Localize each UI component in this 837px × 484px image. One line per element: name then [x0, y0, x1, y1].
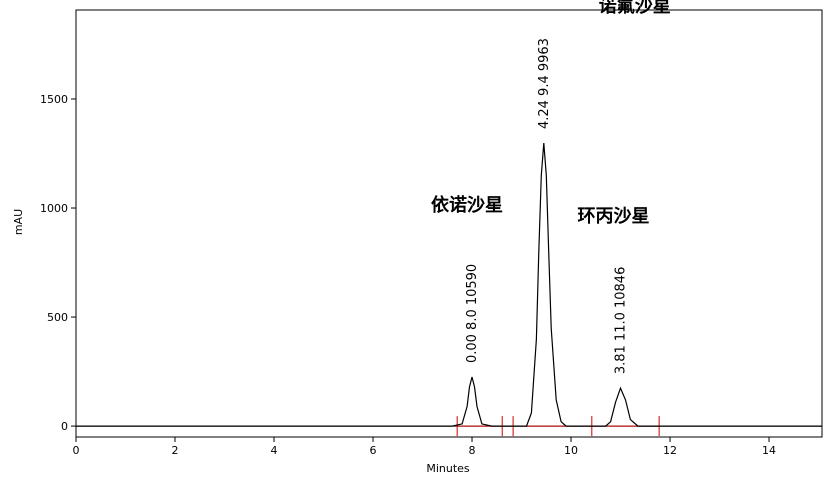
- peak-annotation: 0.00 8.0 10590: [465, 264, 480, 363]
- x-tick-label: 4: [271, 444, 278, 457]
- x-tick-label: 12: [663, 444, 677, 457]
- peak-annotation: 3.81 11.0 10846: [614, 267, 629, 375]
- trace: [76, 142, 822, 427]
- x-axis-label: Minutes: [426, 462, 470, 475]
- x-tick-label: 14: [762, 444, 776, 457]
- x-tick-label: 10: [564, 444, 578, 457]
- x-tick-label: 2: [172, 444, 179, 457]
- y-tick-label: 1500: [40, 93, 68, 106]
- peak-name: 诺氟沙星: [599, 0, 671, 17]
- y-tick-label: 500: [47, 311, 68, 324]
- x-tick-label: 6: [370, 444, 377, 457]
- y-tick-label: 0: [61, 420, 68, 433]
- peak-name: 依诺沙星: [431, 194, 503, 216]
- plot-frame: [75, 9, 823, 438]
- y-tick-label: 1000: [40, 202, 68, 215]
- peak-name: 环丙沙星: [578, 206, 650, 227]
- x-tick-label: 0: [73, 444, 80, 457]
- y-axis-label: mAU: [12, 209, 25, 235]
- x-tick-label: 8: [469, 444, 476, 457]
- peak-annotation: 4.24 9.4 9963: [537, 38, 552, 129]
